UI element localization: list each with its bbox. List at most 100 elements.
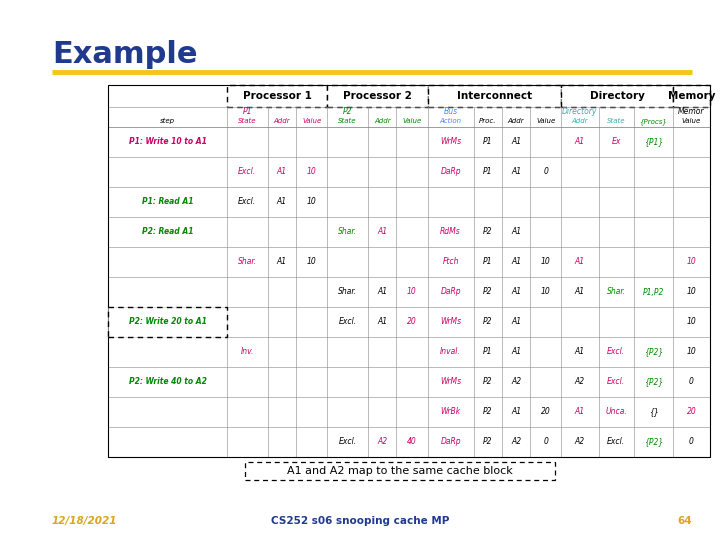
Text: 10: 10 — [407, 287, 417, 296]
Text: {P1}: {P1} — [644, 138, 663, 146]
Text: A1: A1 — [575, 348, 585, 356]
Text: P2: Write 20 to A1: P2: Write 20 to A1 — [128, 318, 207, 327]
Text: {Procs}: {Procs} — [639, 118, 667, 125]
Text: DaRp: DaRp — [441, 287, 461, 296]
Text: A1: A1 — [377, 227, 387, 237]
Text: {P2}: {P2} — [644, 348, 663, 356]
Text: {}: {} — [649, 408, 658, 416]
Text: DaRp: DaRp — [441, 437, 461, 447]
Text: Interconnect: Interconnect — [457, 91, 532, 101]
Bar — [562, 85, 672, 107]
Text: Shar.: Shar. — [238, 258, 257, 267]
Text: Shar.: Shar. — [607, 287, 626, 296]
Text: A1: A1 — [511, 258, 521, 267]
Text: P2: P2 — [483, 377, 492, 387]
Text: A1: A1 — [511, 227, 521, 237]
Text: Directory: Directory — [562, 107, 598, 116]
Text: Inv.: Inv. — [240, 348, 254, 356]
Text: 10: 10 — [687, 287, 696, 296]
Text: Memor: Memor — [678, 107, 705, 116]
Text: {P2}: {P2} — [644, 437, 663, 447]
Text: 10: 10 — [307, 258, 317, 267]
Text: Inval.: Inval. — [440, 348, 461, 356]
Bar — [428, 85, 562, 107]
Text: 10: 10 — [687, 258, 696, 267]
Text: step: step — [160, 118, 175, 124]
Text: 20: 20 — [541, 408, 551, 416]
Text: DaRp: DaRp — [441, 167, 461, 177]
Text: A2: A2 — [575, 377, 585, 387]
Text: A2: A2 — [511, 377, 521, 387]
Text: A1: A1 — [575, 138, 585, 146]
Bar — [227, 85, 328, 107]
Text: A1: A1 — [575, 258, 585, 267]
Text: State: State — [607, 118, 626, 124]
Text: 10: 10 — [307, 167, 317, 177]
Text: P2: P2 — [483, 318, 492, 327]
Text: State: State — [238, 118, 256, 124]
Text: 0: 0 — [544, 167, 548, 177]
Text: WrBk: WrBk — [441, 408, 461, 416]
Text: A2: A2 — [575, 437, 585, 447]
Text: A1: A1 — [277, 198, 287, 206]
Text: 0: 0 — [689, 377, 694, 387]
Text: Unca.: Unca. — [606, 408, 627, 416]
Text: 10: 10 — [687, 348, 696, 356]
Text: A1 and A2 map to the same cache block: A1 and A2 map to the same cache block — [287, 466, 513, 476]
Text: 64: 64 — [678, 516, 692, 526]
Text: 0: 0 — [544, 437, 548, 447]
Text: A1: A1 — [511, 408, 521, 416]
Text: Shar.: Shar. — [338, 227, 357, 237]
Text: 40: 40 — [407, 437, 417, 447]
Text: P1: P1 — [483, 258, 492, 267]
Text: A1: A1 — [575, 287, 585, 296]
Text: RdMs: RdMs — [440, 227, 461, 237]
Text: A1: A1 — [377, 318, 387, 327]
Text: A1: A1 — [377, 287, 387, 296]
Text: A1: A1 — [277, 167, 287, 177]
Text: Excl.: Excl. — [607, 377, 626, 387]
Text: Value: Value — [682, 118, 701, 124]
Text: Action: Action — [439, 118, 462, 124]
Text: A1: A1 — [511, 167, 521, 177]
Text: P2: Read A1: P2: Read A1 — [142, 227, 193, 237]
Text: Bus: Bus — [444, 107, 458, 116]
Text: P1: P1 — [483, 348, 492, 356]
Text: 10: 10 — [687, 318, 696, 327]
Text: P1,P2: P1,P2 — [643, 287, 665, 296]
Text: WrMs: WrMs — [440, 138, 462, 146]
Text: P1: Write 10 to A1: P1: Write 10 to A1 — [128, 138, 207, 146]
Text: 0: 0 — [689, 437, 694, 447]
Text: 10: 10 — [307, 198, 317, 206]
Text: WrMs: WrMs — [440, 377, 462, 387]
Text: 12/18/2021: 12/18/2021 — [52, 516, 117, 526]
Text: Value: Value — [302, 118, 321, 124]
Text: P1: P1 — [483, 167, 492, 177]
Text: A1: A1 — [511, 348, 521, 356]
Text: 20: 20 — [687, 408, 696, 416]
Text: Addr: Addr — [374, 118, 390, 124]
Text: Excl.: Excl. — [607, 348, 626, 356]
Text: Processor 2: Processor 2 — [343, 91, 412, 101]
Text: A1: A1 — [277, 258, 287, 267]
Text: {P2}: {P2} — [644, 377, 663, 387]
Text: Excl.: Excl. — [238, 198, 256, 206]
Text: Addr: Addr — [274, 118, 290, 124]
Text: 10: 10 — [541, 287, 551, 296]
Text: P2: P2 — [483, 437, 492, 447]
Text: CS252 s06 snooping cache MP: CS252 s06 snooping cache MP — [271, 516, 449, 526]
Bar — [672, 85, 710, 107]
Text: Excl.: Excl. — [607, 437, 626, 447]
Text: A1: A1 — [511, 318, 521, 327]
Text: P2: P2 — [483, 408, 492, 416]
Bar — [108, 85, 710, 457]
Text: Addr: Addr — [508, 118, 524, 124]
Text: A1: A1 — [575, 408, 585, 416]
Text: Excl.: Excl. — [338, 437, 356, 447]
Text: A2: A2 — [511, 437, 521, 447]
Text: P2: Write 40 to A2: P2: Write 40 to A2 — [128, 377, 207, 387]
Text: P2: P2 — [343, 107, 352, 116]
Text: Ftch: Ftch — [442, 258, 459, 267]
Text: 20: 20 — [407, 318, 417, 327]
Text: A1: A1 — [511, 138, 521, 146]
